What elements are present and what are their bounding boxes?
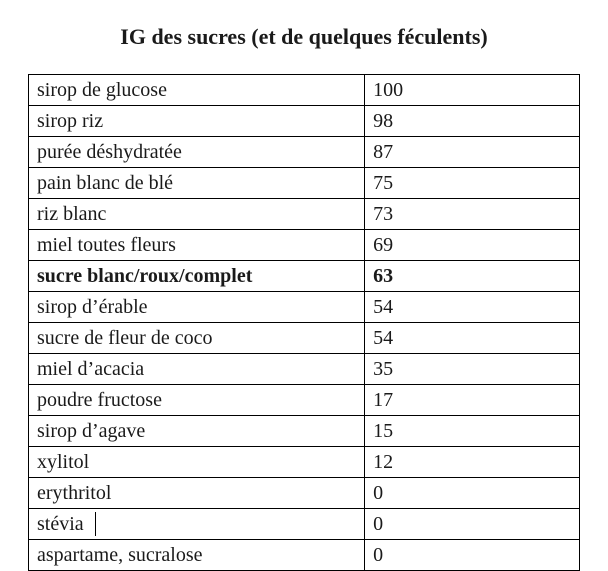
row-name: stévia bbox=[29, 509, 365, 540]
row-name: pain blanc de blé bbox=[29, 168, 365, 199]
row-value: 87 bbox=[365, 137, 580, 168]
row-value: 75 bbox=[365, 168, 580, 199]
row-value: 0 bbox=[365, 509, 580, 540]
table-row: pain blanc de blé75 bbox=[29, 168, 580, 199]
row-name: sirop d’agave bbox=[29, 416, 365, 447]
table-row: purée déshydratée87 bbox=[29, 137, 580, 168]
row-value: 54 bbox=[365, 323, 580, 354]
row-value: 0 bbox=[365, 540, 580, 571]
table-row: sirop d’agave15 bbox=[29, 416, 580, 447]
row-name: sucre de fleur de coco bbox=[29, 323, 365, 354]
row-value: 69 bbox=[365, 230, 580, 261]
table-row: xylitol12 bbox=[29, 447, 580, 478]
table-row: sirop riz98 bbox=[29, 106, 580, 137]
table-row: sucre de fleur de coco54 bbox=[29, 323, 580, 354]
table-row: erythritol0 bbox=[29, 478, 580, 509]
table-row: riz blanc73 bbox=[29, 199, 580, 230]
ig-table: sirop de glucose100sirop riz98purée désh… bbox=[28, 74, 580, 571]
row-name: sirop de glucose bbox=[29, 75, 365, 106]
row-name: erythritol bbox=[29, 478, 365, 509]
table-row: aspartame, sucralose0 bbox=[29, 540, 580, 571]
table-row: sirop d’érable54 bbox=[29, 292, 580, 323]
row-name: sirop d’érable bbox=[29, 292, 365, 323]
table-row: stévia0 bbox=[29, 509, 580, 540]
row-value: 12 bbox=[365, 447, 580, 478]
table-row: miel d’acacia35 bbox=[29, 354, 580, 385]
row-value: 73 bbox=[365, 199, 580, 230]
table-row: sirop de glucose100 bbox=[29, 75, 580, 106]
row-name: purée déshydratée bbox=[29, 137, 365, 168]
row-name: sucre blanc/roux/complet bbox=[29, 261, 365, 292]
row-value: 17 bbox=[365, 385, 580, 416]
row-value: 0 bbox=[365, 478, 580, 509]
row-name: miel toutes fleurs bbox=[29, 230, 365, 261]
table-row: miel toutes fleurs69 bbox=[29, 230, 580, 261]
row-value: 15 bbox=[365, 416, 580, 447]
row-value: 98 bbox=[365, 106, 580, 137]
table-row: poudre fructose17 bbox=[29, 385, 580, 416]
row-name: aspartame, sucralose bbox=[29, 540, 365, 571]
row-value: 100 bbox=[365, 75, 580, 106]
row-name: riz blanc bbox=[29, 199, 365, 230]
row-value: 54 bbox=[365, 292, 580, 323]
row-value: 35 bbox=[365, 354, 580, 385]
row-name: sirop riz bbox=[29, 106, 365, 137]
row-name: poudre fructose bbox=[29, 385, 365, 416]
row-name: xylitol bbox=[29, 447, 365, 478]
table-row: sucre blanc/roux/complet63 bbox=[29, 261, 580, 292]
page-title: IG des sucres (et de quelques féculents) bbox=[28, 24, 580, 50]
page: IG des sucres (et de quelques féculents)… bbox=[0, 0, 608, 552]
row-name: miel d’acacia bbox=[29, 354, 365, 385]
row-value: 63 bbox=[365, 261, 580, 292]
